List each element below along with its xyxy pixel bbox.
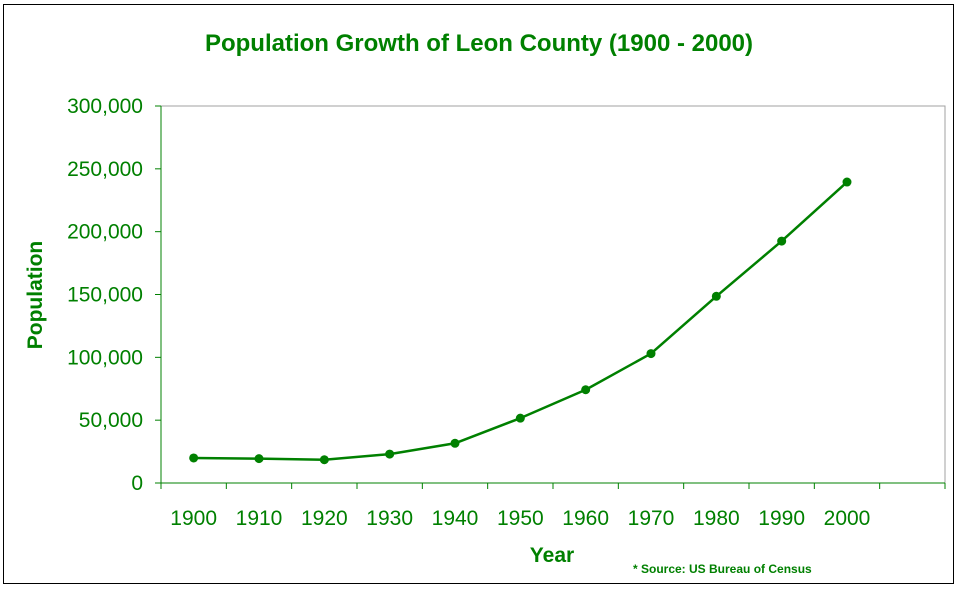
data-point xyxy=(254,454,264,464)
x-tick-label: 1910 xyxy=(236,507,283,530)
x-tick-label: 1930 xyxy=(366,507,413,530)
series-population xyxy=(189,177,852,465)
x-tick-label: 1940 xyxy=(432,507,479,530)
x-tick-label: 1970 xyxy=(628,507,675,530)
x-axis-title: Year xyxy=(530,544,574,567)
y-tick-label: 300,000 xyxy=(67,95,143,118)
y-axis-title: Population xyxy=(24,241,47,350)
data-point xyxy=(319,455,329,465)
y-tick-label: 0 xyxy=(131,472,143,495)
x-tick-label: 1950 xyxy=(497,507,544,530)
data-point xyxy=(189,453,199,463)
plot-area xyxy=(160,105,946,484)
x-tick-label: 1900 xyxy=(170,507,217,530)
x-tick-label: 1960 xyxy=(562,507,609,530)
x-tick-label: 1920 xyxy=(301,507,348,530)
data-point xyxy=(777,236,787,246)
y-tick-label: 150,000 xyxy=(67,284,143,307)
data-point xyxy=(646,349,656,359)
data-point xyxy=(711,291,721,301)
data-point xyxy=(842,177,852,187)
x-tick-label: 1990 xyxy=(758,507,805,530)
data-point xyxy=(450,438,460,448)
y-tick-label: 50,000 xyxy=(79,409,143,432)
source-note: * Source: US Bureau of Census xyxy=(633,562,812,576)
x-tick-label: 1980 xyxy=(693,507,740,530)
data-point xyxy=(581,385,591,395)
data-point xyxy=(515,413,525,423)
y-axis-ticks: 0 50,000 100,000 150,000 200,000 250,000 300,0… xyxy=(67,95,161,495)
chart-title: Population Growth of Leon County (1900 -… xyxy=(205,30,753,57)
y-tick-label: 200,000 xyxy=(67,221,143,244)
x-axis-ticks: 1900 1910 1920 1930 1940 1950 1960 1970 1980 1990… xyxy=(160,483,946,530)
y-tick-label: 250,000 xyxy=(67,158,143,181)
y-tick-label: 100,000 xyxy=(67,346,143,369)
x-tick-label: 2000 xyxy=(824,507,871,530)
data-point xyxy=(385,449,395,459)
